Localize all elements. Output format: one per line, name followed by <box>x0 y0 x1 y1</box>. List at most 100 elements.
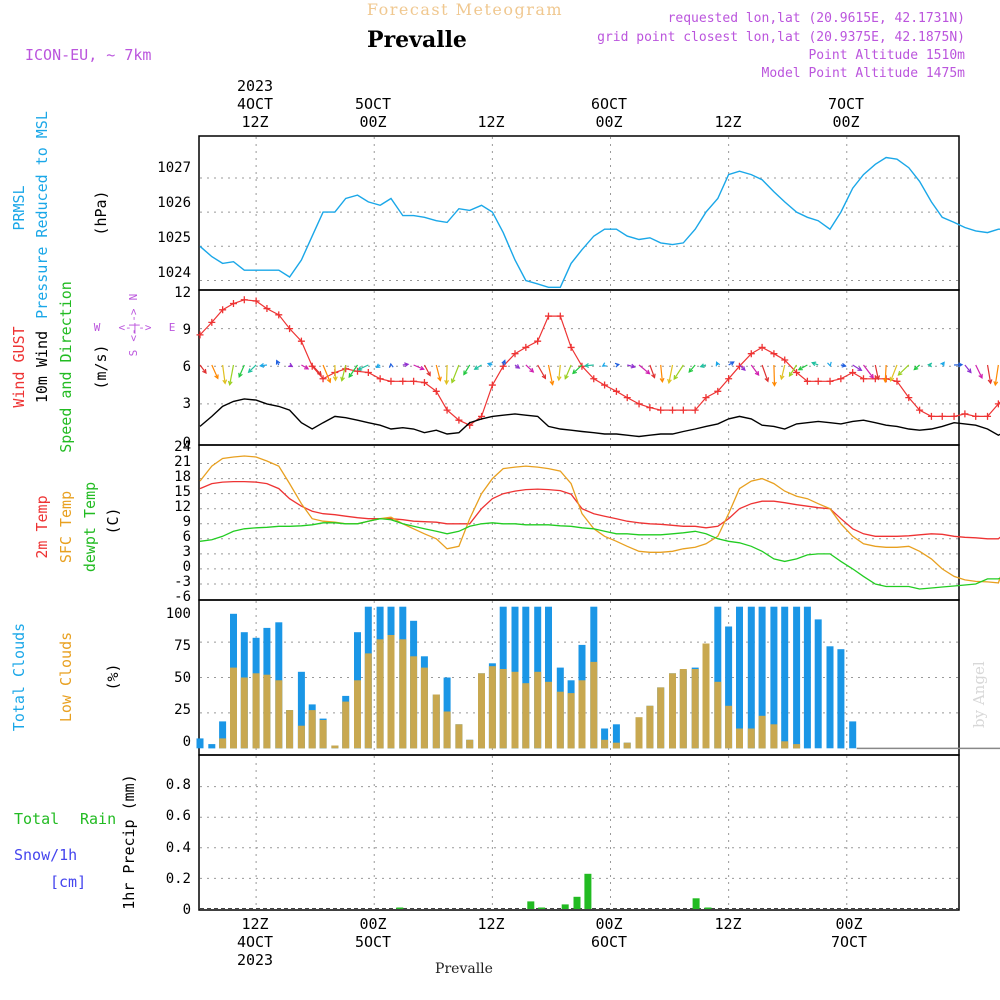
ytick-wind: 3 <box>183 396 191 412</box>
wind-direction-arrow <box>547 364 554 385</box>
low-cloud-bar <box>263 674 271 749</box>
gust-marker <box>735 362 743 370</box>
low-cloud-bar <box>736 728 743 749</box>
wind-direction-arrowhead <box>332 376 338 382</box>
ytick-precip: 0 <box>183 902 191 918</box>
low-cloud-bar <box>545 681 552 749</box>
wind-direction-arrow <box>863 364 874 379</box>
bottom-hour-1: 12Z <box>241 915 268 933</box>
label-total: Total <box>14 810 59 828</box>
chart-title: Prevalle <box>367 27 467 53</box>
low-cloud-bar <box>691 669 699 749</box>
gust-marker <box>826 377 834 385</box>
wind-direction-arrowhead <box>771 381 777 387</box>
wind-direction-arrow <box>413 364 424 370</box>
gust-marker <box>669 406 677 414</box>
label-prmsl: PRMSL <box>10 185 28 230</box>
wind-direction-arrow <box>986 364 992 384</box>
gust-marker <box>578 362 586 370</box>
closest-coords: grid point closest lon,lat (20.9375E, 42… <box>597 30 965 45</box>
plot-layer <box>196 137 1000 909</box>
gust-marker <box>275 311 283 319</box>
ytick-precip: 0.2 <box>166 871 191 887</box>
top-date-4: 6OCT <box>591 95 627 113</box>
low-cloud-bar <box>590 661 598 749</box>
wind-direction-arrowhead <box>437 376 442 382</box>
label-pressure-reduced: Pressure Reduced to MSL <box>33 111 51 319</box>
gust-marker <box>319 375 327 383</box>
low-cloud-bar <box>601 739 609 749</box>
wind-direction-arrowhead <box>317 370 322 376</box>
wind-direction-arrowhead <box>987 379 993 385</box>
wind-direction-arrow <box>558 364 561 381</box>
wind-direction-arrow <box>798 364 808 371</box>
wind-direction-arrowhead <box>501 359 506 365</box>
total-cloud-bar <box>725 626 733 749</box>
gust-marker <box>793 369 801 377</box>
total-cloud-bar <box>781 606 789 749</box>
total-cloud-bar <box>826 646 834 749</box>
top-hour-4: 00Z <box>595 113 622 131</box>
gust-marker <box>263 305 271 313</box>
top-date-2: 5OCT <box>355 95 391 113</box>
wind-direction-arrowhead <box>927 362 933 368</box>
wind-direction-arrowhead <box>463 370 468 376</box>
gust-marker <box>646 404 654 412</box>
wind-direction-arrowhead <box>897 370 903 376</box>
wind-10m-line <box>199 398 1000 438</box>
low-cloud-bar <box>354 680 361 749</box>
low-cloud-bar <box>781 741 789 749</box>
low-cloud-bar <box>770 724 778 749</box>
low-cloud-bar <box>331 745 339 749</box>
top-date-1: 4OCT <box>237 95 273 113</box>
wind-direction-arrowhead <box>426 371 431 377</box>
wind-direction-arrow <box>627 364 635 368</box>
wind-direction-arrow <box>994 364 999 386</box>
gust-marker <box>803 377 811 385</box>
panel-pressure <box>198 135 960 291</box>
total-cloud-bar <box>601 728 609 749</box>
wind-direction-arrowhead <box>764 377 770 383</box>
tsfc-line <box>199 455 1000 584</box>
wind-direction-arrowhead <box>740 366 746 371</box>
top-hour-2: 00Z <box>359 113 386 131</box>
low-cloud-bar <box>522 683 530 749</box>
total-cloud-bar <box>803 606 811 749</box>
gust-marker <box>758 343 766 351</box>
total-cloud-bar <box>196 738 204 749</box>
wind-direction-arrowhead <box>529 367 535 373</box>
top-year: 2023 <box>237 77 273 95</box>
total-cloud-bar <box>747 606 755 749</box>
bottom-hour-2: 00Z <box>359 915 386 933</box>
wind-direction-arrow <box>884 364 887 382</box>
low-cloud-bar <box>612 742 620 749</box>
bottom-date-1: 4OCT <box>237 933 273 951</box>
wind-direction-arrowhead <box>811 361 817 367</box>
total-cloud-bar <box>714 606 722 749</box>
ytick-wind: 9 <box>183 322 191 338</box>
bottom-hour-6: 00Z <box>835 915 862 933</box>
low-cloud-bar <box>702 643 710 749</box>
total-cloud-bar <box>793 606 801 749</box>
total-cloud-bar <box>297 671 305 749</box>
gust-marker <box>420 379 428 387</box>
gust-marker <box>240 296 248 304</box>
rain-bar <box>396 907 404 909</box>
wind-direction-arrowhead <box>797 365 803 371</box>
gust-marker <box>984 412 992 420</box>
wind-direction-arrow <box>311 364 322 376</box>
wind-direction-arrow <box>229 364 235 385</box>
top-hour-1: 12Z <box>241 113 268 131</box>
gust-marker <box>702 394 710 402</box>
wind-direction-arrowhead <box>614 362 621 368</box>
bottom-date-6: 7OCT <box>831 933 867 951</box>
label-1hr-precip: 1hr Precip (mm) <box>120 774 138 909</box>
wind-direction-arrowhead <box>882 378 888 384</box>
gust-marker <box>691 406 699 414</box>
wind-direction-arrowhead <box>486 362 493 367</box>
wind-direction-arrowhead <box>375 363 381 368</box>
gust-marker <box>725 375 733 383</box>
label-pct: (%) <box>104 663 122 690</box>
gust-marker <box>229 300 237 308</box>
top-hour-6: 00Z <box>832 113 859 131</box>
